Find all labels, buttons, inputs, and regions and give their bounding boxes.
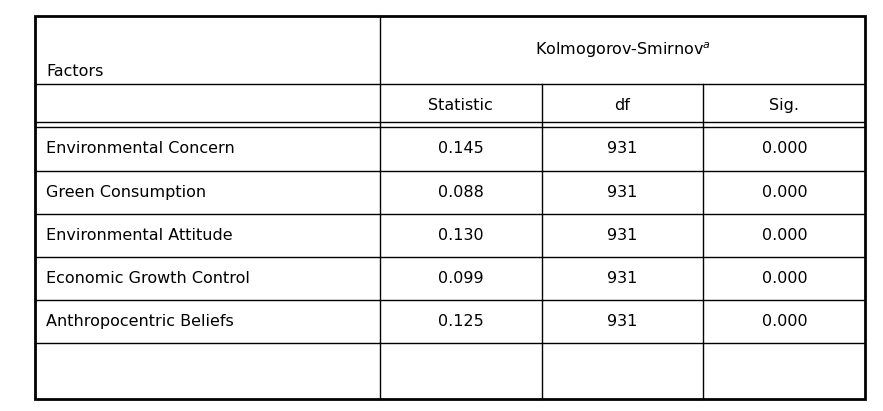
- Text: Statistic: Statistic: [428, 98, 493, 113]
- Text: 0.000: 0.000: [762, 141, 807, 157]
- Text: df: df: [615, 98, 630, 113]
- Text: 931: 931: [608, 141, 638, 157]
- Text: Environmental Attitude: Environmental Attitude: [46, 228, 232, 243]
- Text: Kolmogorov-Smirnov$^{a}$: Kolmogorov-Smirnov$^{a}$: [534, 41, 711, 60]
- Text: 0.125: 0.125: [438, 314, 484, 329]
- Text: Economic Growth Control: Economic Growth Control: [46, 271, 250, 286]
- Text: 0.088: 0.088: [438, 185, 484, 200]
- Text: 931: 931: [608, 185, 638, 200]
- Text: Sig.: Sig.: [769, 98, 799, 113]
- Text: 931: 931: [608, 314, 638, 329]
- Text: 931: 931: [608, 271, 638, 286]
- Text: 0.000: 0.000: [762, 271, 807, 286]
- Text: Environmental Concern: Environmental Concern: [46, 141, 235, 157]
- Text: 0.000: 0.000: [762, 314, 807, 329]
- Text: 0.000: 0.000: [762, 185, 807, 200]
- Text: 0.099: 0.099: [438, 271, 484, 286]
- Text: 931: 931: [608, 228, 638, 243]
- Text: Anthropocentric Beliefs: Anthropocentric Beliefs: [46, 314, 234, 329]
- Text: Factors: Factors: [46, 65, 103, 79]
- Text: 0.145: 0.145: [438, 141, 484, 157]
- Text: Green Consumption: Green Consumption: [46, 185, 206, 200]
- Text: 0.130: 0.130: [438, 228, 484, 243]
- Text: 0.000: 0.000: [762, 228, 807, 243]
